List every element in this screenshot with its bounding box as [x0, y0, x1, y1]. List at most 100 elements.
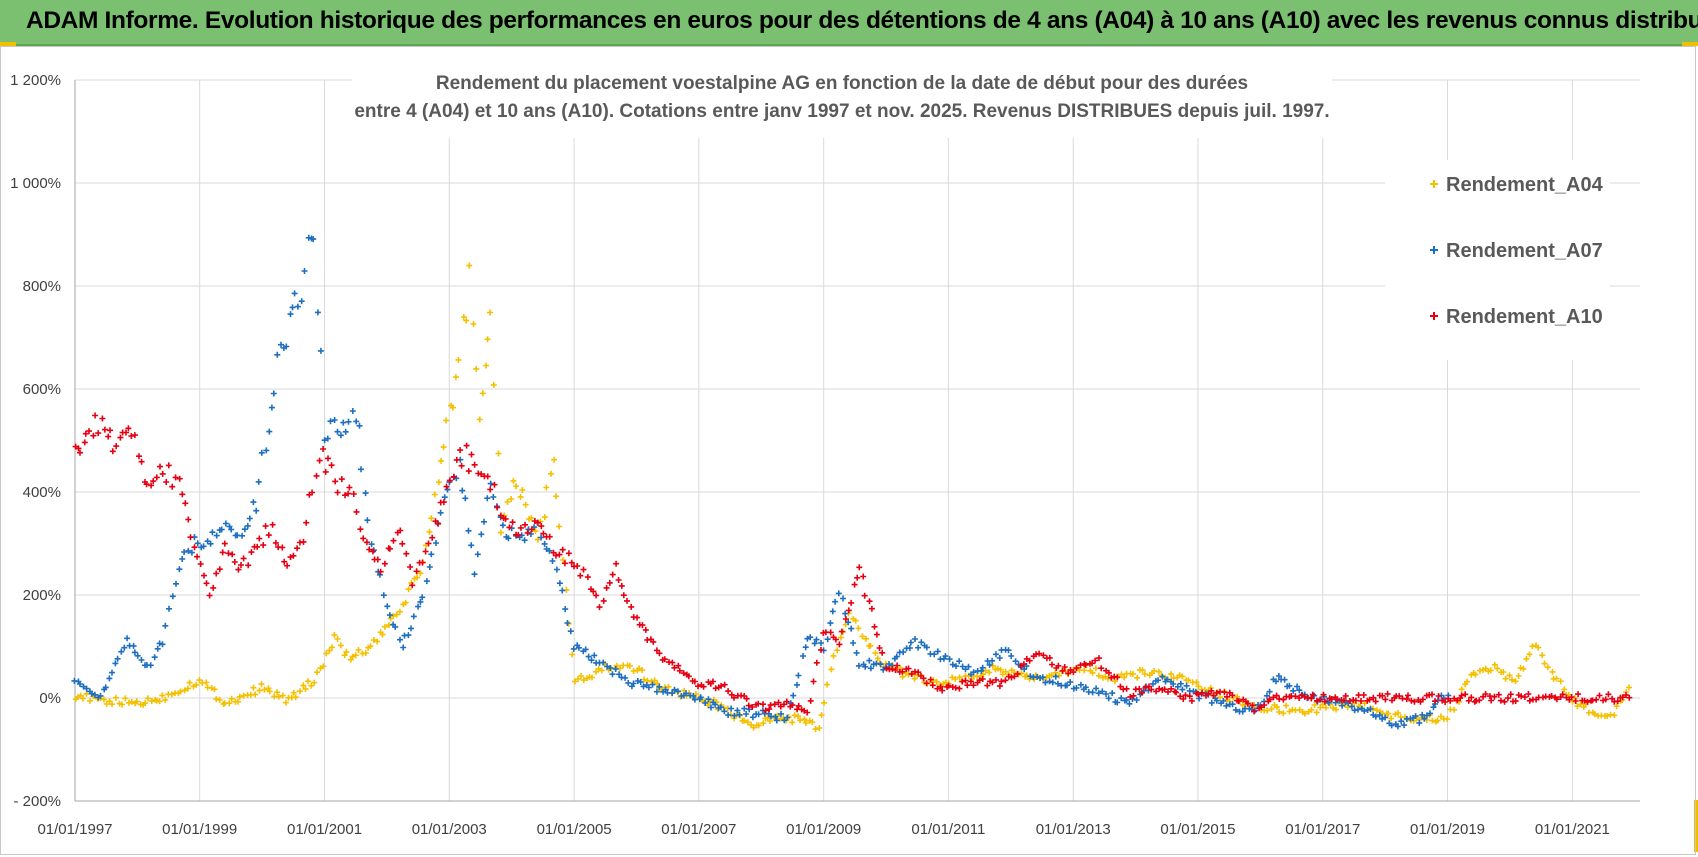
data-point-marker — [210, 584, 217, 591]
data-point-marker — [568, 559, 575, 566]
data-point-marker — [1064, 682, 1070, 689]
data-point-marker — [460, 314, 467, 320]
data-point-marker — [1153, 688, 1160, 695]
data-point-marker — [435, 520, 442, 527]
data-point-marker — [1342, 692, 1349, 699]
data-point-marker — [1274, 704, 1281, 711]
data-point-marker — [532, 528, 539, 535]
data-point-marker — [879, 649, 886, 656]
data-point-marker — [114, 655, 121, 662]
data-point-marker — [1412, 713, 1419, 720]
data-point-marker — [241, 526, 248, 533]
data-point-marker — [934, 685, 941, 692]
data-point-marker — [920, 675, 927, 682]
data-point-marker — [1213, 697, 1220, 704]
data-point-marker — [892, 667, 899, 673]
data-point-marker — [1114, 674, 1121, 681]
data-point-marker — [1396, 693, 1403, 700]
data-point-marker — [182, 500, 189, 507]
data-point-marker — [143, 481, 150, 488]
data-point-marker — [538, 534, 545, 541]
data-point-marker — [1261, 702, 1268, 708]
data-point-marker — [311, 679, 318, 686]
data-point-marker — [1008, 653, 1015, 659]
data-point-marker — [1613, 703, 1620, 710]
data-point-marker — [156, 640, 163, 647]
data-point-marker — [993, 676, 999, 683]
data-point-marker — [282, 699, 289, 706]
data-point-marker — [1280, 710, 1287, 717]
data-point-marker — [1568, 694, 1575, 700]
data-point-marker — [984, 682, 991, 689]
data-point-marker — [194, 540, 201, 547]
data-point-marker — [1605, 691, 1612, 698]
data-point-marker — [741, 717, 748, 724]
data-point-marker — [216, 566, 223, 573]
data-point-marker — [113, 443, 120, 450]
data-point-marker — [99, 415, 106, 422]
data-point-marker — [645, 684, 652, 691]
data-point-marker — [1014, 670, 1021, 677]
y-tick-label: 200% — [23, 587, 61, 604]
data-point-marker — [683, 690, 689, 697]
data-point-marker — [449, 404, 456, 411]
data-point-marker — [989, 657, 996, 664]
x-tick-label: 01/01/1999 — [162, 821, 237, 838]
data-point-marker — [484, 495, 491, 502]
data-point-marker — [607, 665, 614, 671]
data-point-marker — [231, 559, 238, 565]
data-point-marker — [1082, 684, 1089, 691]
data-point-marker — [964, 682, 971, 689]
data-point-marker — [1355, 706, 1361, 713]
data-point-marker — [88, 690, 95, 697]
data-point-marker — [435, 479, 442, 486]
data-point-marker — [142, 700, 149, 707]
data-point-marker — [425, 540, 432, 547]
data-point-marker — [546, 533, 553, 540]
data-point-marker — [546, 547, 553, 554]
y-tick-label: 0% — [39, 690, 61, 707]
data-point-marker — [83, 690, 90, 697]
data-point-marker — [1619, 694, 1626, 701]
data-point-marker — [1458, 692, 1465, 699]
data-point-marker — [91, 691, 98, 698]
data-point-marker — [1199, 689, 1206, 696]
data-point-marker — [1458, 686, 1465, 693]
data-point-marker — [176, 475, 183, 482]
data-point-marker — [184, 685, 191, 692]
data-point-marker — [618, 582, 625, 589]
data-point-marker — [463, 442, 470, 449]
data-point-marker — [1549, 668, 1556, 675]
data-point-marker — [1541, 660, 1548, 667]
data-point-marker — [153, 474, 160, 481]
data-point-marker — [1136, 685, 1143, 692]
data-point-marker — [169, 483, 176, 490]
data-point-marker — [1472, 671, 1479, 678]
data-point-marker — [151, 654, 158, 661]
data-point-marker — [268, 404, 275, 411]
data-point-marker — [578, 673, 584, 679]
data-point-marker — [265, 685, 272, 692]
data-point-marker — [1559, 691, 1566, 698]
data-point-marker — [778, 710, 784, 717]
data-point-marker — [959, 678, 966, 685]
data-point-marker — [1500, 669, 1507, 675]
data-point-marker — [1464, 678, 1470, 685]
data-point-marker — [1614, 698, 1621, 705]
data-point-marker — [1142, 684, 1149, 691]
data-point-marker — [953, 663, 959, 670]
data-point-marker — [169, 593, 176, 600]
data-point-marker — [818, 712, 825, 719]
data-point-marker — [832, 598, 839, 605]
data-point-marker — [287, 311, 294, 318]
data-point-marker — [528, 526, 535, 533]
data-point-marker — [744, 719, 751, 726]
data-point-marker — [213, 532, 220, 539]
data-point-marker — [524, 529, 531, 536]
x-tick-label: 01/01/2021 — [1535, 821, 1610, 838]
data-point-marker — [1108, 674, 1115, 681]
data-point-marker — [86, 428, 92, 435]
data-point-marker — [1179, 686, 1186, 693]
data-point-marker — [1388, 715, 1395, 722]
data-point-marker — [567, 628, 574, 635]
